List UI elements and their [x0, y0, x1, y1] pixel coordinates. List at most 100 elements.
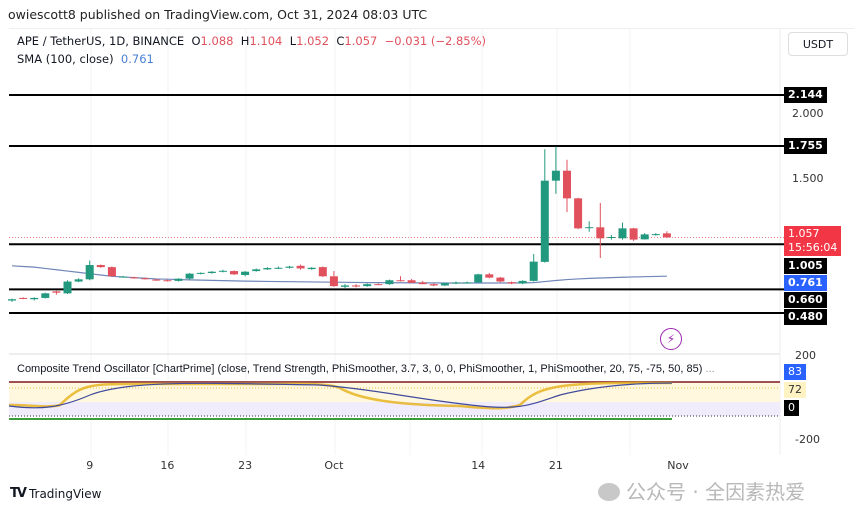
lightning-icon[interactable]: ⚡ — [660, 328, 682, 350]
level-tag: 0.660 — [784, 292, 827, 308]
candle-down — [407, 280, 416, 283]
osc-axis-neg200: -200 — [795, 433, 820, 446]
watermark-text: 公众号 · 全因素热爱 — [626, 480, 806, 504]
candle-up — [474, 274, 483, 283]
candle-down — [574, 198, 583, 229]
brand-name: TradingView — [28, 486, 102, 501]
candle-up — [618, 228, 627, 239]
candle-down — [496, 277, 505, 282]
candle-up — [607, 237, 616, 239]
sma-tag: 0.761 — [784, 275, 827, 291]
candle-up — [119, 276, 127, 278]
time-axis-label: 16 — [160, 459, 175, 472]
time-axis-label: Oct — [324, 459, 344, 472]
candle-down — [396, 280, 405, 282]
close-value: 1.057 — [344, 34, 378, 48]
candle-up — [8, 299, 16, 301]
candle-down — [107, 267, 116, 277]
tradingview-logo[interactable]: TV TradingView — [10, 486, 101, 501]
low-value: 1.052 — [296, 34, 330, 48]
candle-down — [19, 297, 28, 299]
candle-up — [551, 170, 560, 181]
candle-up — [463, 282, 472, 284]
osc-tag-83: 83 — [784, 364, 806, 380]
candle-up — [41, 293, 50, 298]
candle-up — [540, 180, 549, 262]
candle-up — [30, 297, 39, 300]
watermark: 公众号 · 全因素热爱 — [598, 480, 805, 504]
osc-lower-zone — [9, 402, 780, 416]
candle-up — [207, 271, 216, 274]
osc-main-line — [8, 382, 673, 409]
sma-value: 0.761 — [120, 52, 154, 66]
candle-up — [85, 265, 94, 280]
price-axis-label: 1.500 — [792, 172, 824, 186]
time-axis-label: 14 — [471, 459, 486, 472]
chart-frame — [9, 28, 854, 459]
candle-down — [329, 276, 338, 287]
candle-down — [563, 170, 571, 199]
time-axis-label: Nov — [667, 459, 689, 472]
high-label: H — [240, 34, 250, 48]
low-label: L — [289, 34, 297, 48]
wechat-icon — [598, 483, 620, 501]
oscillator-params: Composite Trend Oscillator [ChartPrime] … — [17, 363, 703, 375]
sma-label: SMA (100, close) — [17, 52, 114, 66]
candle-up — [252, 269, 261, 272]
currency-button[interactable]: USDT — [788, 32, 848, 56]
candle-up — [307, 267, 316, 270]
time-axis-label: 23 — [238, 459, 253, 472]
candle-up — [651, 234, 660, 236]
candle-up — [74, 279, 83, 282]
candle-down — [374, 284, 383, 286]
candle-down — [596, 227, 605, 239]
candle-up — [341, 285, 349, 287]
high-value: 1.104 — [249, 34, 283, 48]
tv-icon: TV — [10, 486, 27, 501]
time-axis-label: 21 — [548, 459, 563, 472]
sma-legend[interactable]: SMA (100, close) 0.761 — [17, 52, 154, 66]
candle-up — [285, 266, 294, 268]
candle-down — [318, 267, 327, 277]
symbol-title[interactable]: APE / TetherUS, 1D, BINANCE — [17, 34, 185, 48]
candle-up — [241, 271, 250, 275]
last-price-tag: 1.057 15:56:04 — [784, 226, 842, 256]
candle-down — [163, 280, 172, 282]
symbol-legend: APE / TetherUS, 1D, BINANCE O1.088 H1.10… — [17, 34, 486, 48]
publisher-line: owiescott8 published on TradingView.com,… — [8, 7, 428, 22]
candle-down — [130, 277, 139, 279]
level-tag: 0.480 — [784, 309, 827, 325]
candle-down — [418, 282, 427, 285]
candle-up — [529, 261, 538, 281]
candle-down — [296, 265, 305, 269]
candle-down — [629, 228, 638, 240]
price-axis-label: 2.000 — [792, 106, 824, 120]
candle-down — [96, 265, 105, 268]
candle-up — [518, 280, 527, 284]
open-value: 1.088 — [200, 34, 234, 48]
candle-up — [263, 268, 272, 270]
candle-up — [63, 281, 72, 294]
candle-down — [662, 233, 671, 238]
close-label: C — [336, 34, 345, 48]
level-tag: 1.755 — [784, 137, 827, 154]
oscillator-title[interactable]: Composite Trend Oscillator [ChartPrime] … — [17, 363, 715, 375]
candle-down — [485, 274, 494, 278]
candle-up — [196, 272, 205, 274]
candle-up — [185, 273, 194, 279]
candle-down — [52, 291, 61, 293]
bar-countdown: 15:56:04 — [788, 241, 838, 254]
candle-down — [507, 282, 516, 284]
candle-down — [352, 285, 361, 287]
candle-down — [152, 279, 161, 281]
candle-up — [585, 227, 594, 229]
candle-up — [452, 282, 460, 284]
osc-axis-200: 200 — [795, 349, 816, 362]
osc-tag-72: 72 — [784, 382, 806, 398]
osc-upper-zone — [9, 382, 780, 402]
level-tag: 1.005 — [784, 258, 827, 274]
open-label: O — [191, 34, 201, 48]
more-icon[interactable]: ... — [705, 363, 715, 375]
level-tag: 2.144 — [784, 87, 827, 103]
